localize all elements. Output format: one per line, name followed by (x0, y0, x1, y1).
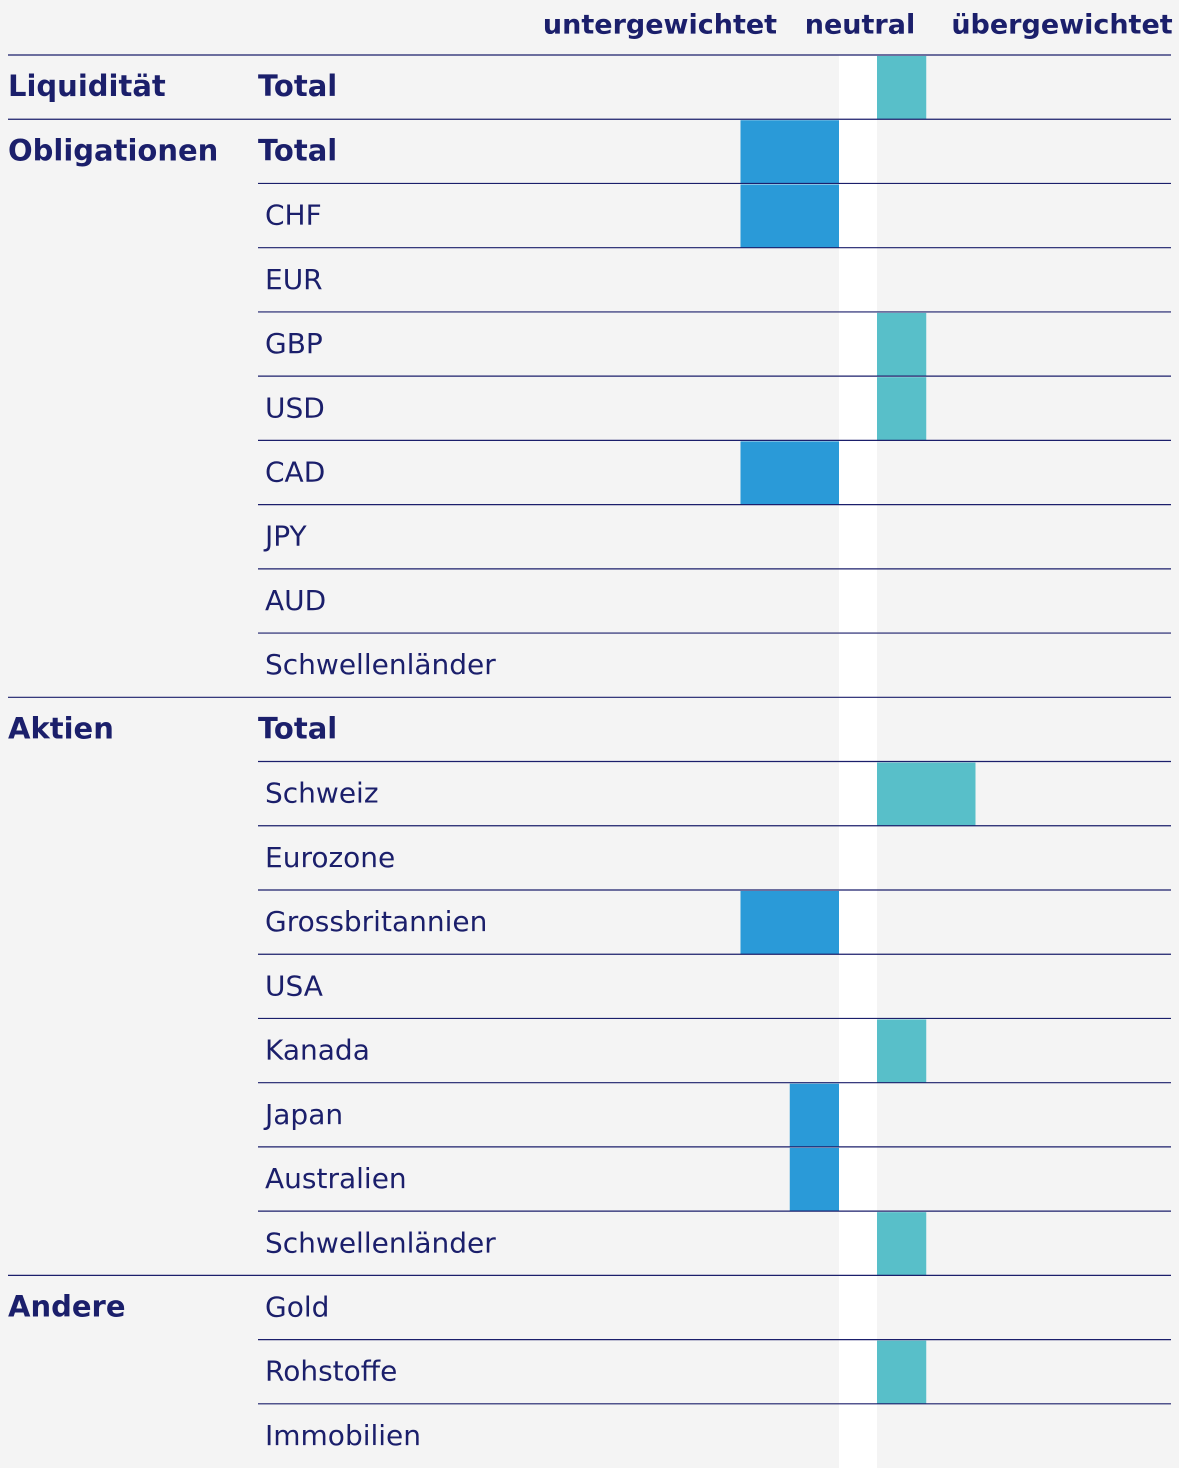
bar (740, 890, 839, 955)
bar (877, 1340, 927, 1404)
group-label: Andere (8, 1289, 126, 1323)
row-label: Immobilien (265, 1419, 421, 1452)
row-label: Total (258, 133, 337, 167)
row-label: EUR (265, 263, 323, 296)
bar (877, 1019, 927, 1083)
row-label: Schwellenländer (265, 1226, 496, 1259)
row-label: Schwellenländer (265, 648, 496, 681)
row-label: Japan (263, 1098, 343, 1131)
group-label: Aktien (8, 711, 114, 745)
column-header: neutral (805, 10, 915, 41)
bar (789, 1083, 839, 1147)
row-label: Gold (265, 1290, 329, 1323)
row-label: CHF (265, 199, 322, 232)
bar (877, 377, 927, 441)
bar (877, 312, 927, 377)
row-label: JPY (263, 520, 308, 553)
row-label: GBP (265, 327, 323, 360)
group-label: Liquidität (8, 69, 166, 103)
row-label: Australien (265, 1162, 407, 1195)
column-header: untergewichtet (543, 10, 777, 41)
row-label: USD (265, 391, 325, 424)
bar (877, 1212, 927, 1276)
row-label: AUD (265, 584, 326, 617)
row-label: Schweiz (265, 777, 379, 810)
row-label: Total (258, 69, 337, 103)
bar (740, 184, 839, 248)
row-label: Eurozone (265, 841, 395, 874)
group-label: Obligationen (8, 133, 218, 167)
row-label: Rohstoffe (265, 1355, 397, 1388)
row-label: CAD (265, 455, 325, 488)
row-label: USA (265, 969, 323, 1002)
row-label: Total (258, 711, 337, 745)
bar (789, 1147, 839, 1212)
bar (740, 120, 839, 184)
row-label: Grossbritannien (265, 905, 487, 938)
column-header: übergewichtet (951, 10, 1172, 41)
bar (740, 441, 839, 505)
bar (877, 56, 927, 120)
row-label: Kanada (265, 1034, 370, 1067)
bar (877, 762, 976, 826)
